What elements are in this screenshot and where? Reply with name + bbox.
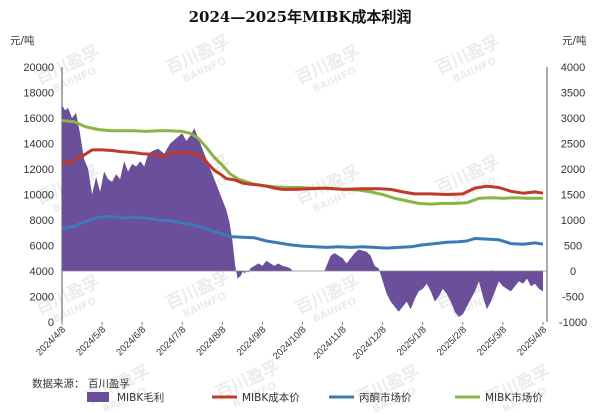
right-tick-label: -1000 bbox=[559, 317, 587, 329]
right-tick-label: 1500 bbox=[561, 190, 585, 202]
data-source: 数据来源： 百川盈孚 bbox=[32, 377, 130, 390]
left-tick-label: 4000 bbox=[30, 266, 54, 278]
right-tick-label: 500 bbox=[564, 241, 582, 253]
left-tick-label: 10000 bbox=[23, 190, 54, 202]
legend: MIBK毛利 MIBK成本价 丙酮市场价 MIBK市场价 bbox=[87, 391, 543, 404]
right-tick-label: 0 bbox=[570, 266, 576, 278]
right-tick-label: -500 bbox=[562, 292, 584, 304]
x-tick-label: 2025/4/8 bbox=[515, 324, 549, 358]
legend-swatch-profit bbox=[87, 392, 109, 402]
x-tick-label: 2025/3/8 bbox=[475, 324, 509, 358]
x-tick-label: 2025/2/8 bbox=[435, 324, 469, 358]
lines-layer bbox=[61, 119, 544, 250]
legend-label-cost: MIBK成本价 bbox=[242, 391, 300, 404]
series-mibk_price-line bbox=[61, 119, 543, 206]
left-axis-unit: 元/吨 bbox=[10, 34, 35, 47]
right-axis-ticks: -1000 -500 0 500 1000 1500 2000 2500 3000 3500 400… bbox=[559, 62, 587, 329]
left-tick-label: 6000 bbox=[30, 241, 54, 253]
right-tick-label: 2000 bbox=[561, 164, 585, 176]
series-profit-area bbox=[62, 105, 543, 317]
legend-label-profit: MIBK毛利 bbox=[117, 392, 164, 404]
chart-title: 2024—2025年MIBK成本利润 bbox=[189, 8, 412, 26]
x-tick-label: 2024/9/8 bbox=[235, 324, 269, 358]
legend-label-mibk_price: MIBK市场价 bbox=[485, 391, 543, 404]
x-tick-label: 2024/12/8 bbox=[351, 324, 389, 362]
left-tick-label: 16000 bbox=[23, 113, 54, 125]
series-acetone-line bbox=[61, 214, 544, 250]
x-tick-label: 2024/7/8 bbox=[154, 324, 188, 358]
right-axis-unit: 元/吨 bbox=[562, 34, 587, 47]
left-axis-ticks: 0 2000 4000 6000 8000 10000 12000 14000 16000 180… bbox=[23, 62, 54, 329]
left-tick-label: 8000 bbox=[30, 215, 54, 227]
profit-area-layer bbox=[62, 105, 547, 317]
x-tick-label: 2025/1/8 bbox=[395, 324, 429, 358]
x-tick-label: 2024/5/8 bbox=[74, 324, 108, 358]
x-axis-ticks: 2024/4/8 2024/5/8 2024/6/8 2024/7/8 2024/8/8… bbox=[34, 322, 549, 362]
series-cost-line bbox=[61, 148, 544, 196]
left-tick-label: 12000 bbox=[23, 164, 54, 176]
left-tick-label: 20000 bbox=[23, 62, 54, 74]
x-tick-label: 2024/4/8 bbox=[34, 324, 68, 358]
left-tick-label: 2000 bbox=[30, 292, 54, 304]
legend-label-acetone: 丙酮市场价 bbox=[359, 391, 412, 404]
x-tick-label: 2024/11/8 bbox=[312, 324, 349, 361]
x-tick-label: 2024/6/8 bbox=[114, 324, 148, 358]
x-tick-label: 2024/8/8 bbox=[195, 324, 229, 358]
left-tick-label: 18000 bbox=[23, 88, 54, 100]
right-tick-label: 1000 bbox=[561, 215, 585, 227]
right-tick-label: 2500 bbox=[561, 139, 585, 151]
right-tick-label: 3000 bbox=[561, 113, 585, 125]
right-tick-label: 3500 bbox=[561, 88, 585, 100]
right-tick-label: 4000 bbox=[561, 62, 585, 74]
left-tick-label: 0 bbox=[48, 317, 54, 329]
left-tick-label: 14000 bbox=[23, 139, 54, 151]
x-tick-label: 2024/10/8 bbox=[271, 324, 309, 362]
